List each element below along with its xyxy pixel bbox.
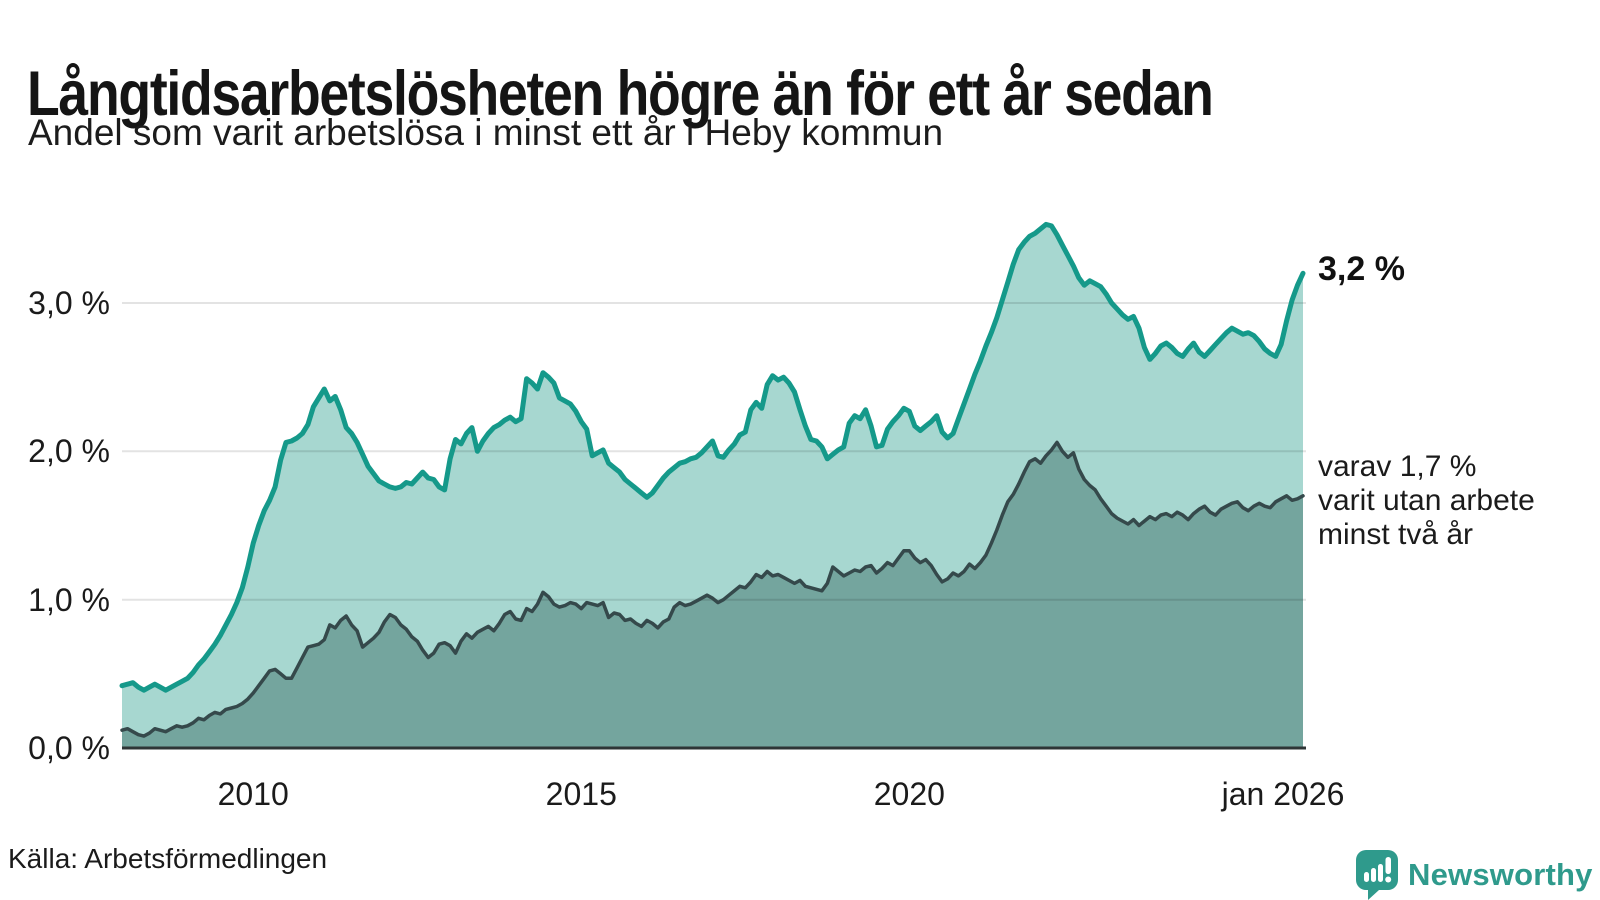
bar-glyph [1364, 872, 1369, 882]
exclamation-bar-glyph [1385, 857, 1391, 874]
bar-glyph [1378, 864, 1383, 882]
newsworthy-icon [1356, 850, 1398, 900]
line-one-year [119, 221, 1306, 693]
latest-value-label: 3,2 % [1318, 250, 1405, 288]
series-two-note-line: varit utan arbete [1318, 484, 1535, 517]
newsworthy-logo: Newsworthy [1356, 850, 1593, 900]
exclamation-dot-glyph [1385, 876, 1392, 883]
series-two-note-line: minst två år [1318, 518, 1474, 551]
newsworthy-wordmark: Newsworthy [1408, 857, 1593, 892]
series-two-note-line: varav 1,7 % [1318, 450, 1477, 483]
bar-glyph [1371, 868, 1376, 882]
area-fill-two-year [122, 442, 1303, 748]
line-two-year [120, 440, 1305, 738]
page-title: Långtidsarbetslösheten högre än för ett … [27, 59, 1214, 130]
series-two-note: varav 1,7 % varit utan arbete minst två … [1318, 450, 1535, 552]
speech-bubble-shape [1356, 850, 1398, 900]
page-subtitle: Andel som varit arbetslösa i minst ett å… [28, 112, 944, 153]
source-label: Källa: Arbetsförmedlingen [8, 843, 328, 874]
